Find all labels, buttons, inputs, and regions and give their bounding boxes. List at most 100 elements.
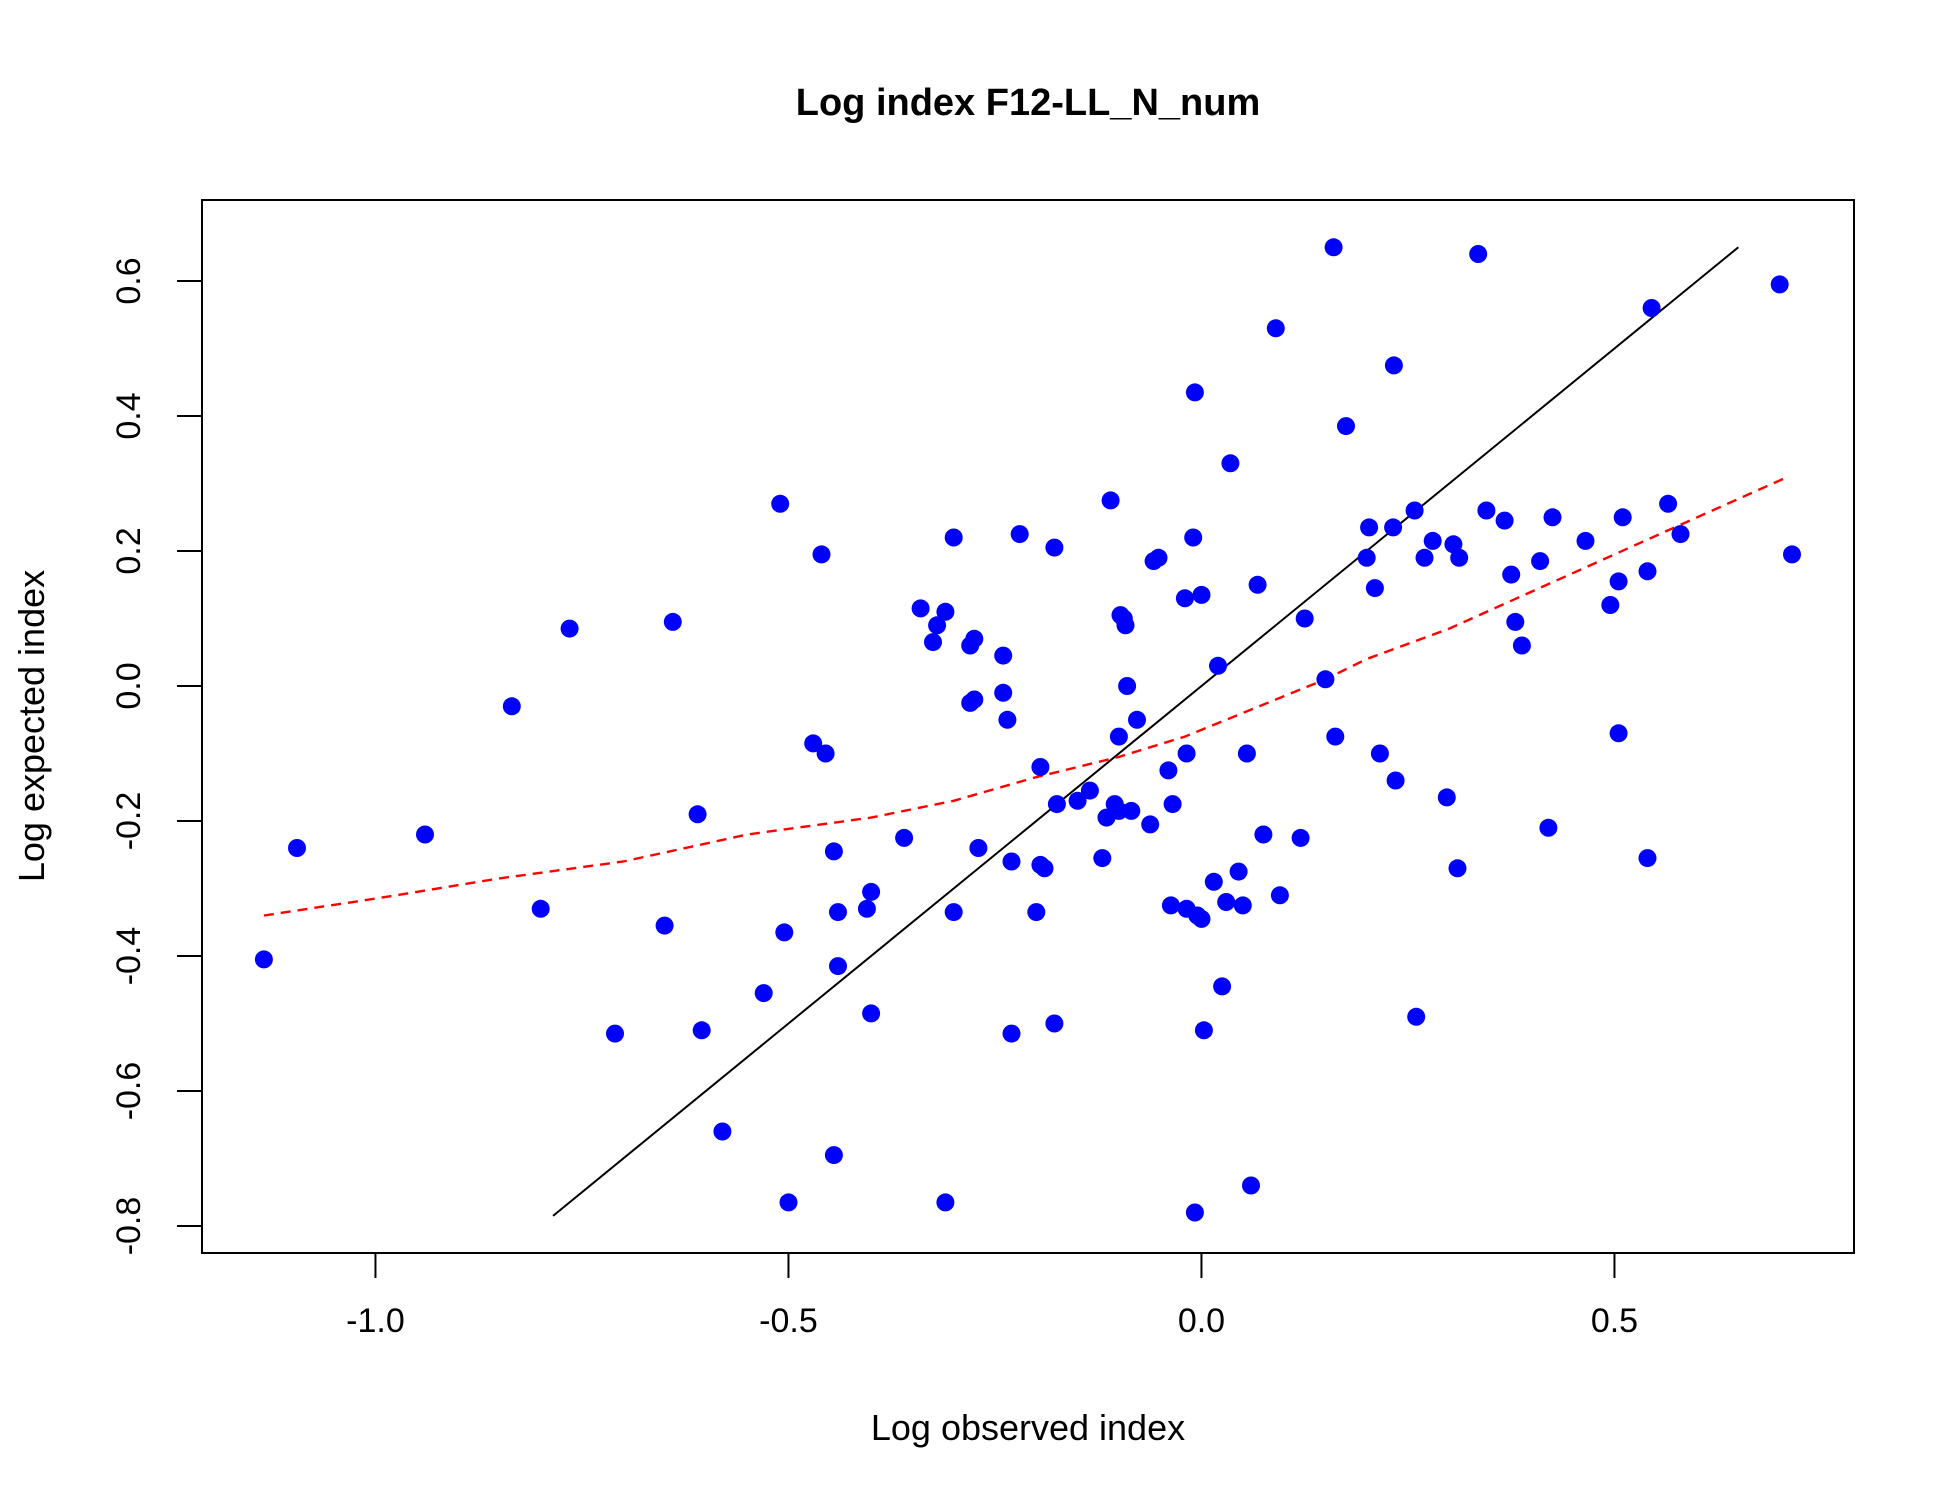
data-point: [1770, 275, 1789, 294]
data-point: [1384, 518, 1403, 537]
data-point: [1407, 1007, 1426, 1026]
data-point: [1576, 531, 1595, 550]
data-point: [911, 599, 930, 618]
data-point: [944, 903, 963, 922]
data-point: [1326, 727, 1345, 746]
data-point: [1109, 801, 1128, 820]
data-point: [771, 494, 790, 513]
data-point: [1254, 825, 1273, 844]
data-point: [936, 602, 955, 621]
data-point: [1161, 896, 1180, 915]
data-point: [895, 828, 914, 847]
x-tick-label: 0.0: [1178, 1302, 1225, 1340]
data-point: [1324, 238, 1343, 257]
data-point: [1405, 501, 1424, 520]
data-point: [1122, 801, 1141, 820]
data-points: [254, 238, 1801, 1222]
data-point: [1175, 589, 1194, 608]
data-point: [1209, 656, 1227, 675]
x-axis: -1.0 -0.5 0.0 0.5: [346, 1252, 1638, 1340]
data-point: [1444, 535, 1463, 554]
data-point: [1469, 245, 1488, 263]
data-point: [1613, 508, 1632, 527]
data-point: [1266, 319, 1285, 338]
data-point: [1141, 815, 1160, 834]
data-point: [1080, 781, 1099, 800]
y-tick-label: 0.2: [110, 527, 148, 574]
data-point: [1448, 859, 1467, 878]
reference-lines: [263, 246, 1789, 1217]
data-point: [1316, 670, 1335, 689]
data-point: [1506, 612, 1525, 631]
data-point: [502, 697, 521, 716]
data-point: [1184, 528, 1203, 547]
data-point: [1217, 893, 1236, 911]
data-point: [1783, 545, 1801, 564]
data-point: [1609, 724, 1628, 743]
data-point: [560, 619, 579, 638]
data-point: [688, 805, 707, 824]
data-point: [1365, 579, 1384, 598]
data-point: [1291, 828, 1310, 847]
data-point: [816, 744, 835, 763]
data-point: [1045, 538, 1064, 557]
data-point: [936, 1193, 955, 1212]
data-point: [824, 842, 843, 861]
data-point: [1531, 552, 1550, 571]
data-point: [1068, 791, 1087, 810]
y-axis: -0.8 -0.6 -0.4 -0.2 0.0 0.2 0.4 0.6: [110, 257, 203, 1256]
data-point: [1163, 795, 1182, 814]
data-point: [713, 1122, 732, 1141]
data-point: [1495, 511, 1514, 530]
data-point: [1045, 1014, 1064, 1033]
data-point: [1192, 909, 1211, 928]
data-point: [965, 690, 984, 709]
data-point: [1177, 744, 1196, 763]
data-point: [606, 1024, 624, 1043]
data-point: [1295, 609, 1314, 628]
y-tick-label: -0.8: [110, 1197, 148, 1256]
data-point: [1192, 585, 1211, 604]
data-point: [1213, 977, 1232, 996]
data-point: [1027, 903, 1046, 922]
data-point: [994, 646, 1013, 665]
data-point: [775, 923, 794, 942]
data-point: [924, 633, 942, 652]
data-point: [1237, 744, 1256, 763]
data-point: [1010, 525, 1029, 544]
data-point: [824, 1146, 843, 1165]
data-point: [1229, 862, 1248, 881]
data-point: [965, 629, 984, 648]
data-point: [254, 950, 273, 969]
y-tick-label: 0.6: [110, 257, 148, 304]
chart-title: Log index F12-LL_N_num: [796, 82, 1260, 124]
data-point: [655, 916, 674, 935]
data-point: [829, 957, 847, 976]
data-point: [1415, 548, 1434, 567]
data-point: [862, 1004, 881, 1023]
data-point: [862, 882, 881, 901]
data-point: [1204, 872, 1223, 891]
data-point: [1248, 575, 1267, 594]
data-point: [1002, 852, 1021, 871]
data-point: [1128, 710, 1146, 729]
y-tick-label: -0.4: [110, 927, 148, 986]
data-point: [531, 899, 550, 918]
data-point: [1512, 636, 1531, 655]
data-point: [754, 984, 773, 1003]
data-point: [812, 545, 831, 564]
y-axis-label: Log expected index: [11, 570, 52, 882]
data-point: [1437, 788, 1456, 807]
data-point: [1101, 491, 1120, 510]
data-point: [1047, 795, 1066, 814]
data-point: [1477, 501, 1496, 520]
data-point: [1118, 677, 1137, 695]
data-point: [1002, 1024, 1021, 1043]
data-point: [1423, 531, 1442, 550]
y-tick-label: 0.0: [110, 662, 148, 709]
x-tick-label: 0.5: [1591, 1302, 1638, 1340]
data-point: [1659, 494, 1678, 513]
data-point: [1638, 562, 1657, 581]
data-point: [692, 1021, 711, 1040]
